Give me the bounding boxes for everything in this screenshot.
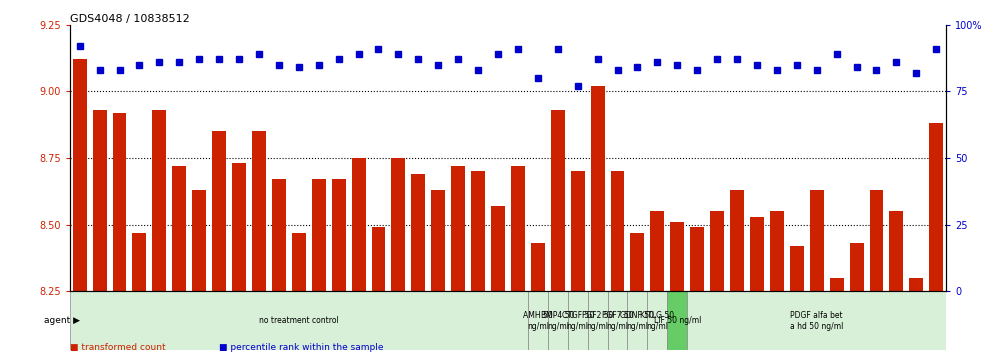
Bar — [391, 158, 405, 291]
Text: agent ▶: agent ▶ — [44, 316, 80, 325]
Text: LIF 50 ng/ml: LIF 50 ng/ml — [653, 316, 701, 325]
Bar — [232, 163, 246, 291]
Bar — [292, 233, 306, 291]
Bar — [528, 291, 548, 350]
Bar — [312, 179, 326, 291]
Bar — [548, 291, 568, 350]
Bar — [93, 110, 107, 291]
Bar — [810, 190, 824, 291]
Bar — [730, 190, 744, 291]
Bar — [491, 206, 505, 291]
Bar — [372, 227, 385, 291]
Bar — [690, 227, 704, 291]
Bar — [670, 222, 684, 291]
Bar — [909, 278, 923, 291]
Bar — [511, 166, 525, 291]
Text: FGF7 50
ng/ml: FGF7 50 ng/ml — [602, 311, 633, 331]
Bar — [611, 171, 624, 291]
Bar — [352, 158, 366, 291]
Bar — [332, 179, 346, 291]
Text: FGF2 50
ng/ml: FGF2 50 ng/ml — [582, 311, 614, 331]
Bar — [630, 233, 644, 291]
Bar — [551, 110, 565, 291]
Text: ■ transformed count: ■ transformed count — [70, 343, 165, 352]
Text: CTGF 50
ng/ml: CTGF 50 ng/ml — [562, 311, 594, 331]
Bar — [212, 131, 226, 291]
Text: GDS4048 / 10838512: GDS4048 / 10838512 — [70, 14, 189, 24]
Bar — [152, 110, 166, 291]
Text: AMH 50
ng/ml: AMH 50 ng/ml — [523, 311, 553, 331]
Text: KITLG 50
ng/ml: KITLG 50 ng/ml — [640, 311, 674, 331]
Bar — [132, 233, 146, 291]
Bar — [411, 174, 425, 291]
Bar — [889, 211, 903, 291]
Bar — [192, 190, 206, 291]
Bar — [70, 291, 528, 350]
Bar — [687, 291, 946, 350]
Bar — [627, 291, 647, 350]
Bar — [608, 291, 627, 350]
Bar — [272, 179, 286, 291]
Bar — [73, 59, 87, 291]
Text: no treatment control: no treatment control — [259, 316, 339, 325]
Bar — [790, 246, 804, 291]
Bar — [667, 291, 687, 350]
Bar — [850, 243, 864, 291]
Bar — [571, 171, 585, 291]
Bar — [568, 291, 588, 350]
Text: GDNF 50
ng/ml: GDNF 50 ng/ml — [621, 311, 654, 331]
Text: BMP4 50
ng/ml: BMP4 50 ng/ml — [541, 311, 575, 331]
Bar — [710, 211, 724, 291]
Bar — [650, 211, 664, 291]
Bar — [830, 278, 844, 291]
Bar — [172, 166, 186, 291]
Bar — [929, 124, 943, 291]
Bar — [531, 243, 545, 291]
Bar — [113, 113, 126, 291]
Bar — [591, 86, 605, 291]
Bar — [451, 166, 465, 291]
Bar — [431, 190, 445, 291]
Bar — [588, 291, 608, 350]
Bar — [870, 190, 883, 291]
Text: ■ percentile rank within the sample: ■ percentile rank within the sample — [219, 343, 383, 352]
Bar — [471, 171, 485, 291]
Text: PDGF alfa bet
a hd 50 ng/ml: PDGF alfa bet a hd 50 ng/ml — [790, 311, 844, 331]
Bar — [647, 291, 667, 350]
Bar — [750, 217, 764, 291]
Bar — [252, 131, 266, 291]
Bar — [770, 211, 784, 291]
